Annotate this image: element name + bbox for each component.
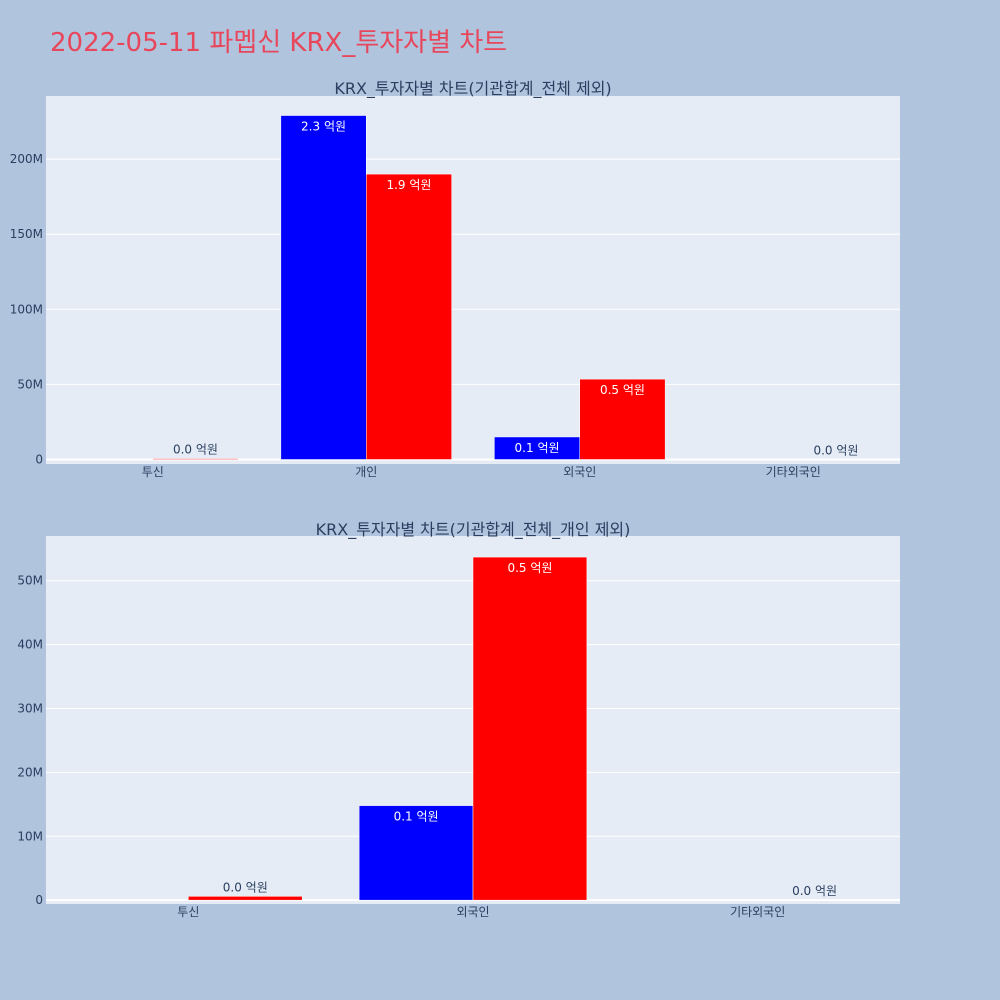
x-tick-label: 외국인 [563, 465, 596, 479]
y-tick-label: 0 [35, 893, 43, 907]
data-label: 0.1 억원 [394, 810, 439, 824]
y-tick-label: 40M [17, 638, 43, 652]
data-label: 0.5 억원 [600, 383, 645, 397]
y-tick-label: 50M [17, 574, 43, 588]
bar [472, 556, 588, 901]
data-label: 0.5 억원 [507, 561, 552, 575]
chart-title: KRX_투자자별 차트(기관합계_전체_개인 제외) [316, 520, 631, 540]
chart-panel-1: 0 50M 100M 150M 200M 투신 개인 외국인 기타외국인 2.3 억원 0.1 억원… [10, 79, 900, 479]
y-tick-label: 100M [10, 302, 43, 316]
data-label: 0.0 억원 [792, 884, 837, 898]
data-label: 0.0 억원 [173, 443, 218, 457]
bar [188, 896, 303, 901]
plot-area [46, 96, 900, 464]
x-tick-label: 기타외국인 [766, 465, 821, 479]
x-tick-label: 투신 [142, 465, 164, 479]
y-tick-label: 200M [10, 152, 43, 166]
bar [358, 805, 474, 901]
data-label: 0.0 억원 [223, 880, 268, 894]
y-tick-label: 0 [35, 452, 43, 466]
bar [152, 458, 239, 460]
data-label: 0.0 억원 [813, 443, 858, 457]
y-tick-label: 30M [17, 702, 43, 716]
x-tick-label: 외국인 [456, 905, 489, 919]
y-tick-label: 20M [17, 765, 43, 779]
data-label: 0.1 억원 [515, 441, 560, 455]
y-tick-label: 10M [17, 829, 43, 843]
x-tick-label: 투신 [177, 905, 199, 919]
y-tick-label: 50M [17, 377, 43, 391]
chart-title: KRX_투자자별 차트(기관합계_전체 제외) [334, 79, 611, 99]
x-tick-label: 개인 [355, 465, 377, 479]
data-label: 2.3 억원 [301, 120, 346, 134]
x-tick-label: 기타외국인 [730, 905, 785, 919]
bar [366, 173, 452, 460]
chart-panel-2: 0 10M 20M 30M 40M 50M 투신 외국인 기타외국인 0.1 억원 0.0 억원 0.… [17, 520, 900, 919]
page-title: 2022-05-11 파멥신 KRX_투자자별 차트 [50, 28, 508, 58]
bar [280, 115, 367, 460]
data-label: 1.9 억원 [386, 178, 431, 192]
y-tick-label: 150M [10, 227, 43, 241]
bar [579, 378, 666, 460]
